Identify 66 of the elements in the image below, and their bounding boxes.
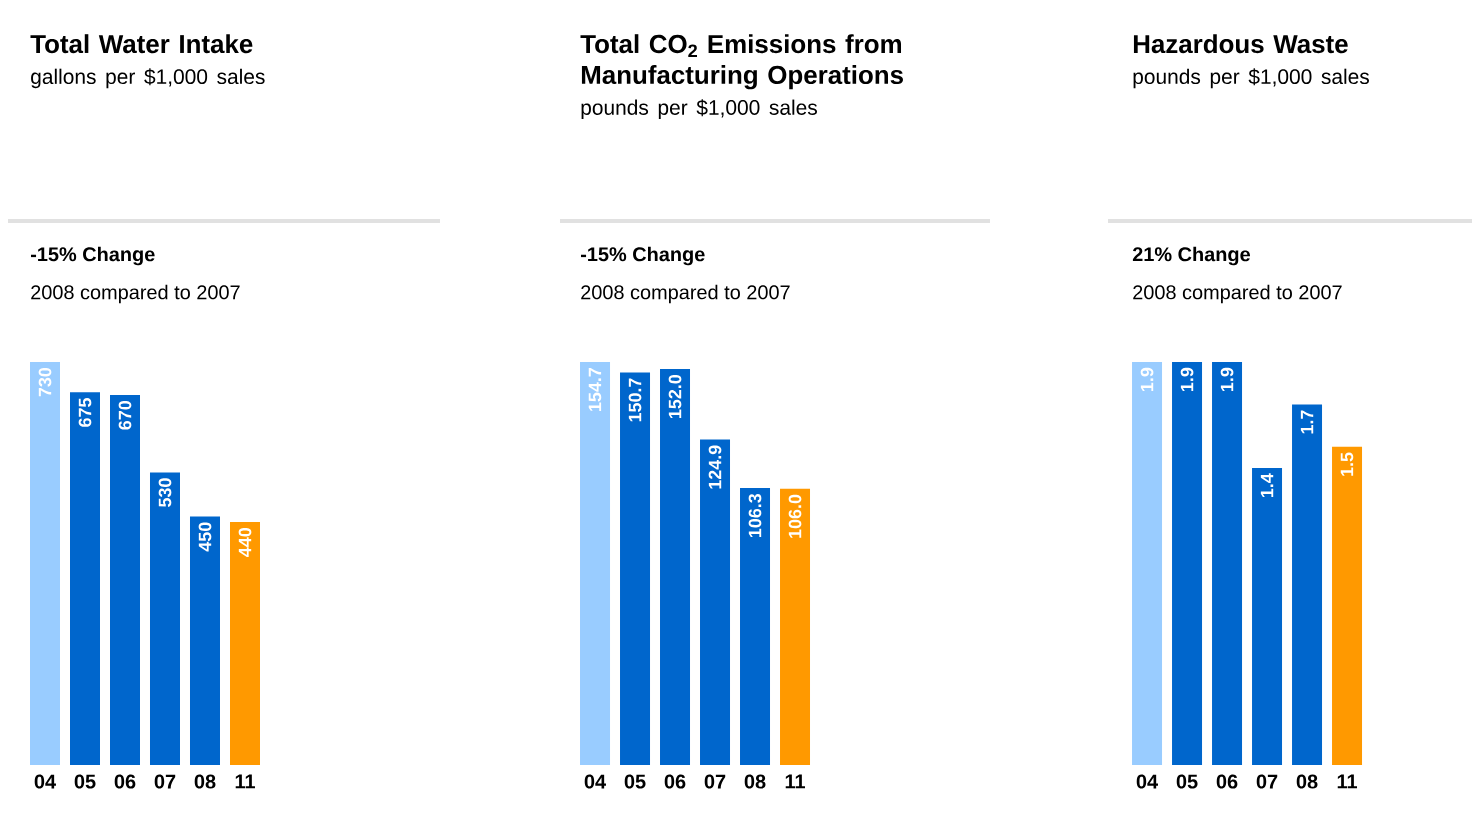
bar [150, 472, 180, 765]
x-tick-label: 11 [785, 774, 805, 789]
bar [780, 488, 811, 765]
data-label: 1.9 [1180, 367, 1194, 391]
x-tick-label: 04 [1136, 774, 1158, 789]
text: 2008 compared to 2007 [1133, 284, 1342, 304]
data-label: 670 [118, 401, 132, 430]
bar [700, 439, 731, 765]
bar [660, 369, 691, 765]
text: -15% Change [580, 246, 705, 266]
data-label: 1.9 [1140, 367, 1154, 391]
x-tick-label: 11 [1337, 774, 1358, 789]
x-tick-label: 08 [744, 774, 766, 789]
bar [1212, 361, 1243, 765]
x-tick-label: 04 [584, 774, 606, 789]
data-label: 530 [158, 478, 172, 507]
x-tick-label: 07 [154, 774, 176, 789]
text: 21% Change [1132, 246, 1250, 266]
data-label: 154.7 [588, 367, 602, 411]
bar [230, 522, 260, 765]
bar [1252, 468, 1283, 765]
text: -15% Change [30, 246, 155, 266]
data-label: 124.9 [708, 445, 722, 489]
data-label: 440 [238, 528, 252, 557]
x-tick-label: 04 [34, 774, 56, 789]
chart-title: Total Water Intake [30, 34, 253, 54]
data-label: 152.0 [668, 374, 682, 418]
x-tick-label: 11 [235, 774, 255, 789]
data-label: 106.3 [748, 493, 762, 538]
data-label: 1.5 [1340, 452, 1354, 476]
bar [70, 392, 100, 765]
data-label: 675 [78, 398, 92, 427]
chart-title: Hazardous Waste [1133, 34, 1348, 54]
x-tick-label: 07 [1256, 774, 1278, 789]
data-label: 450 [198, 522, 212, 552]
chart-subtitle: pounds per $1,000 sales [581, 99, 817, 120]
bar [1132, 361, 1163, 765]
bar [1332, 446, 1363, 765]
x-tick-label: 06 [664, 774, 686, 789]
x-tick-label: 05 [1176, 774, 1198, 789]
data-label: 106.0 [788, 494, 802, 538]
x-tick-label: 05 [74, 774, 96, 789]
bar [740, 488, 771, 765]
data-label: 1.4 [1260, 473, 1274, 498]
text: 2008 compared to 2007 [31, 284, 240, 304]
x-tick-label: 07 [704, 774, 726, 789]
bar [30, 361, 60, 765]
text: 2008 compared to 2007 [581, 284, 790, 304]
data-label: 730 [38, 367, 52, 397]
chart-subtitle: pounds per $1,000 sales [1133, 68, 1369, 89]
x-tick-label: 06 [1216, 774, 1238, 789]
data-label: 1.9 [1220, 367, 1234, 391]
x-tick-label: 06 [114, 774, 136, 789]
bar [1172, 361, 1203, 765]
bar [190, 516, 220, 765]
data-label: 1.7 [1300, 410, 1314, 434]
chart-title: Total CO$_{2}$ Emissions from Manufacturing Operations [580, 34, 903, 90]
bar [580, 361, 611, 765]
x-tick-label: 08 [1296, 774, 1318, 789]
bar [1292, 404, 1323, 765]
bar [620, 372, 651, 765]
chart-subtitle: gallons per $1,000 sales [31, 68, 265, 89]
x-tick-label: 08 [194, 774, 216, 789]
x-tick-label: 05 [624, 774, 646, 789]
bar [110, 395, 140, 765]
data-label: 150.7 [628, 378, 642, 422]
